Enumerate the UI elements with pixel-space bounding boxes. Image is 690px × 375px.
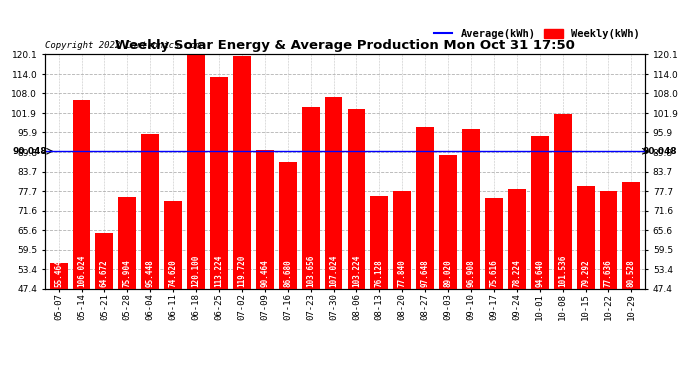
Text: 96.908: 96.908	[466, 260, 475, 287]
Bar	[416, 127, 434, 289]
Text: 107.024: 107.024	[329, 255, 338, 287]
Bar	[348, 109, 366, 289]
Bar	[393, 190, 411, 289]
Text: 90.048: 90.048	[12, 147, 47, 156]
Text: 77.840: 77.840	[397, 260, 407, 287]
Text: 101.536: 101.536	[558, 255, 567, 287]
Bar	[72, 100, 90, 289]
Text: 78.224: 78.224	[513, 260, 522, 287]
Text: 103.224: 103.224	[352, 255, 361, 287]
Bar	[141, 134, 159, 289]
Text: 90.464: 90.464	[260, 260, 269, 287]
Text: 103.656: 103.656	[306, 255, 315, 287]
Title: Weekly Solar Energy & Average Production Mon Oct 31 17:50: Weekly Solar Energy & Average Production…	[115, 39, 575, 52]
Text: 97.648: 97.648	[421, 260, 430, 287]
Text: 75.616: 75.616	[489, 260, 498, 287]
Bar	[279, 162, 297, 289]
Bar	[531, 136, 549, 289]
Text: 77.636: 77.636	[604, 260, 613, 287]
Bar	[577, 186, 595, 289]
Text: 119.720: 119.720	[237, 255, 246, 287]
Text: 80.528: 80.528	[627, 260, 636, 287]
Bar	[554, 114, 571, 289]
Text: 90.048: 90.048	[643, 147, 678, 156]
Text: 94.640: 94.640	[535, 260, 544, 287]
Text: 64.672: 64.672	[100, 260, 109, 287]
Bar	[324, 96, 342, 289]
Bar	[462, 129, 480, 289]
Bar	[50, 263, 68, 289]
Bar	[302, 107, 319, 289]
Text: Copyright 2022 Cartronics.com: Copyright 2022 Cartronics.com	[45, 41, 201, 50]
Text: 55.464: 55.464	[54, 260, 63, 287]
Bar	[600, 191, 618, 289]
Legend: Average(kWh), Weekly(kWh): Average(kWh), Weekly(kWh)	[434, 29, 640, 39]
Bar	[439, 154, 457, 289]
Bar	[119, 197, 136, 289]
Bar	[210, 76, 228, 289]
Text: 95.448: 95.448	[146, 260, 155, 287]
Text: 86.680: 86.680	[283, 260, 293, 287]
Bar	[485, 198, 503, 289]
Text: 74.620: 74.620	[168, 260, 177, 287]
Text: 75.904: 75.904	[123, 260, 132, 287]
Text: 106.024: 106.024	[77, 255, 86, 287]
Text: 76.128: 76.128	[375, 260, 384, 287]
Bar	[508, 189, 526, 289]
Text: 113.224: 113.224	[215, 255, 224, 287]
Bar	[622, 182, 640, 289]
Bar	[233, 56, 251, 289]
Bar	[256, 150, 274, 289]
Bar	[164, 201, 182, 289]
Text: 79.292: 79.292	[581, 260, 590, 287]
Bar	[95, 233, 113, 289]
Bar	[187, 54, 205, 289]
Bar	[371, 196, 388, 289]
Text: 120.100: 120.100	[192, 255, 201, 287]
Text: 89.020: 89.020	[444, 260, 453, 287]
